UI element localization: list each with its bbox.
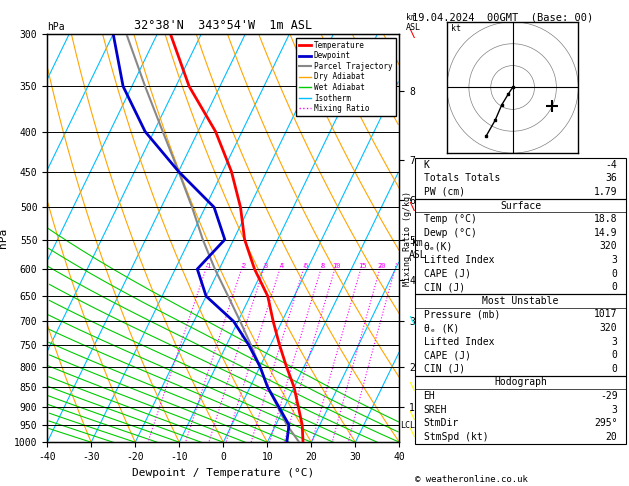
Text: 15: 15 bbox=[358, 263, 367, 269]
Text: K: K bbox=[423, 160, 430, 170]
Text: -4: -4 bbox=[606, 160, 618, 170]
Text: Lifted Index: Lifted Index bbox=[423, 255, 494, 265]
Text: 3: 3 bbox=[611, 255, 618, 265]
Text: hPa: hPa bbox=[47, 21, 65, 32]
Text: 14.9: 14.9 bbox=[594, 228, 618, 238]
Legend: Temperature, Dewpoint, Parcel Trajectory, Dry Adiabat, Wet Adiabat, Isotherm, Mi: Temperature, Dewpoint, Parcel Trajectory… bbox=[296, 38, 396, 116]
Text: 19.04.2024  00GMT  (Base: 00): 19.04.2024 00GMT (Base: 00) bbox=[412, 12, 593, 22]
Text: 36: 36 bbox=[606, 174, 618, 183]
Text: LCL: LCL bbox=[400, 421, 415, 430]
Text: Pressure (mb): Pressure (mb) bbox=[423, 310, 500, 319]
Text: 8: 8 bbox=[321, 263, 325, 269]
Text: km
ASL: km ASL bbox=[406, 13, 421, 32]
Text: StmDir: StmDir bbox=[423, 418, 459, 428]
Text: 18.8: 18.8 bbox=[594, 214, 618, 224]
Text: Surface: Surface bbox=[500, 201, 541, 210]
Text: \: \ bbox=[408, 316, 415, 326]
Text: StmSpd (kt): StmSpd (kt) bbox=[423, 432, 488, 442]
Y-axis label: hPa: hPa bbox=[0, 228, 8, 248]
Text: 2: 2 bbox=[242, 263, 245, 269]
Text: Dewp (°C): Dewp (°C) bbox=[423, 228, 476, 238]
X-axis label: Dewpoint / Temperature (°C): Dewpoint / Temperature (°C) bbox=[132, 468, 314, 478]
Text: 1.79: 1.79 bbox=[594, 187, 618, 197]
Text: 1: 1 bbox=[206, 263, 210, 269]
Text: \: \ bbox=[408, 382, 415, 392]
Text: 20: 20 bbox=[377, 263, 386, 269]
Text: EH: EH bbox=[423, 391, 435, 401]
Text: CAPE (J): CAPE (J) bbox=[423, 350, 470, 360]
Text: 3: 3 bbox=[264, 263, 267, 269]
Text: Lifted Index: Lifted Index bbox=[423, 337, 494, 347]
Text: 320: 320 bbox=[600, 323, 618, 333]
Text: 32°38'N  343°54'W  1m ASL: 32°38'N 343°54'W 1m ASL bbox=[134, 18, 313, 32]
Text: 320: 320 bbox=[600, 242, 618, 251]
Text: CIN (J): CIN (J) bbox=[423, 282, 465, 292]
Text: 4: 4 bbox=[279, 263, 284, 269]
Text: \: \ bbox=[408, 29, 415, 39]
Text: Hodograph: Hodograph bbox=[494, 378, 547, 387]
Text: \: \ bbox=[408, 411, 415, 420]
Text: 6: 6 bbox=[303, 263, 308, 269]
Text: 10: 10 bbox=[332, 263, 341, 269]
Text: -29: -29 bbox=[600, 391, 618, 401]
Text: kt: kt bbox=[452, 24, 462, 33]
Text: 3: 3 bbox=[611, 337, 618, 347]
Text: 3: 3 bbox=[611, 405, 618, 415]
Text: SREH: SREH bbox=[423, 405, 447, 415]
Text: Totals Totals: Totals Totals bbox=[423, 174, 500, 183]
Text: 20: 20 bbox=[606, 432, 618, 442]
Text: 1017: 1017 bbox=[594, 310, 618, 319]
Text: Temp (°C): Temp (°C) bbox=[423, 214, 476, 224]
Text: 0: 0 bbox=[611, 364, 618, 374]
Text: \: \ bbox=[408, 202, 415, 212]
Text: 0: 0 bbox=[611, 350, 618, 360]
Text: 295°: 295° bbox=[594, 418, 618, 428]
Text: PW (cm): PW (cm) bbox=[423, 187, 465, 197]
Text: CIN (J): CIN (J) bbox=[423, 364, 465, 374]
Text: Mixing Ratio (g/kg): Mixing Ratio (g/kg) bbox=[403, 191, 411, 286]
Text: θₑ(K): θₑ(K) bbox=[423, 242, 453, 251]
Text: 0: 0 bbox=[611, 269, 618, 278]
Text: CAPE (J): CAPE (J) bbox=[423, 269, 470, 278]
Text: θₑ (K): θₑ (K) bbox=[423, 323, 459, 333]
Text: 0: 0 bbox=[611, 282, 618, 292]
Y-axis label: km
ASL: km ASL bbox=[409, 238, 426, 260]
Text: © weatheronline.co.uk: © weatheronline.co.uk bbox=[415, 474, 528, 484]
Text: Most Unstable: Most Unstable bbox=[482, 296, 559, 306]
Text: \: \ bbox=[408, 429, 415, 438]
